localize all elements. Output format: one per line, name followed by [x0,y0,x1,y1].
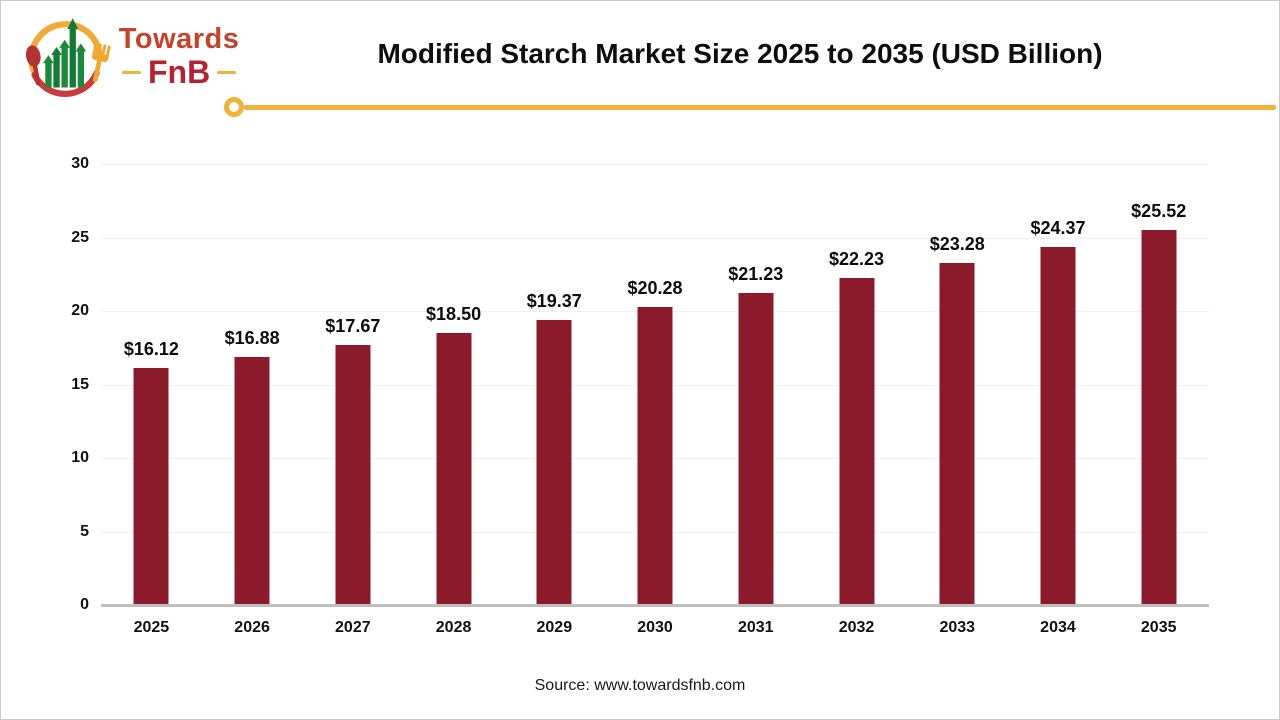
plot-area: $16.12 $16.88 $17.67 $18.50 $19.37 $20.28 $21.… [101,164,1209,607]
bar-2029 [536,320,572,605]
towardsfnb-logo: Towards FnB [21,11,243,101]
y-axis-tick-label: 5 [80,522,89,540]
x-axis-tick-label: 2030 [637,619,673,636]
bar-value-label: $22.23 [828,249,885,270]
bar-slot: $18.50 [403,164,504,605]
brand-fnb-row: FnB [115,54,243,91]
gridline [101,164,1209,165]
bar-2035 [1141,229,1177,605]
bar-2034 [1040,246,1076,605]
x-axis-tick-label: 2032 [838,619,875,636]
bar-slot: $17.67 [302,164,403,605]
bars-container: $16.12 $16.88 $17.67 $18.50 $19.37 $20.28 $21.… [101,164,1209,605]
x-axis-tick-label: 2029 [536,619,573,636]
bar-slot: $16.12 [101,164,202,605]
bar-slot: $19.37 [504,164,605,605]
y-axis: 0 5 10 15 20 25 30 [1,155,89,613]
y-axis-tick-label: 0 [80,596,89,613]
x-axis-tick-label: 2031 [737,619,774,636]
bar-2027 [335,345,371,605]
bar-value-label: $21.23 [728,263,784,284]
bar-slot: $16.88 [202,164,303,605]
fork-glyph [91,42,111,83]
bar-2025 [133,368,169,605]
title-divider-ring [224,97,244,117]
brand-towards-text: Towards [118,23,240,56]
x-axis-tick-label: 2025 [133,619,170,636]
x-axis-tick-label: 2035 [1140,619,1177,636]
bar-2030 [637,306,673,605]
bar-value-label: $25.52 [1131,200,1187,221]
bar-2026 [234,356,270,605]
gridline [101,237,1209,239]
bar-value-label: $24.37 [1030,217,1086,238]
y-axis-tick-label: 30 [71,155,89,172]
bar-slot: $22.23 [806,164,907,605]
towardsfnb-logo-icon [25,18,111,98]
x-axis-tick-label: 2033 [939,619,976,636]
growth-bars-glyph [43,18,87,88]
title-divider-line [244,105,1276,110]
spoon-glyph [25,45,41,86]
brand-dash-right [217,70,237,74]
bar-value-label: $17.67 [325,316,381,337]
bar-2031 [738,292,774,605]
bar-value-label: $16.12 [123,339,179,360]
brand-name: Towards FnB [115,23,243,91]
y-axis-tick-label: 15 [71,375,89,393]
y-axis-tick-label: 20 [71,302,89,319]
bar-2028 [436,333,472,605]
bar-value-label: $23.28 [929,233,985,254]
brand-fnb-text: FnB [148,54,211,91]
bar-2033 [939,262,975,605]
x-axis-tick-label: 2028 [435,619,472,636]
bar-value-label: $18.50 [426,304,482,325]
bar-value-label: $20.28 [627,277,683,298]
bar-slot: $25.52 [1108,164,1209,605]
bar-value-label: $16.88 [224,327,280,348]
bar-value-label: $19.37 [526,291,582,312]
x-axis: 2025 2026 2027 2028 2029 2030 2031 2032 2033 2034… [101,619,1209,637]
page-title: Modified Starch Market Size 2025 to 2035… [377,38,1103,69]
x-axis-tick-label: 2034 [1040,619,1076,636]
y-axis-tick-label: 10 [71,449,89,466]
bar-slot: $21.23 [705,164,806,605]
x-axis-line [101,604,1209,607]
x-axis-tick-label: 2026 [234,619,270,636]
bar-slot: $24.37 [1008,164,1109,605]
y-axis-tick-label: 25 [71,228,89,246]
brand-dash-left [122,70,141,74]
bar-slot: $23.28 [907,164,1008,605]
bar-slot: $20.28 [605,164,706,605]
bar-2032 [839,278,874,605]
x-axis-tick-label: 2027 [335,619,371,636]
source-text: Source: www.towardsfnb.com [534,677,746,694]
